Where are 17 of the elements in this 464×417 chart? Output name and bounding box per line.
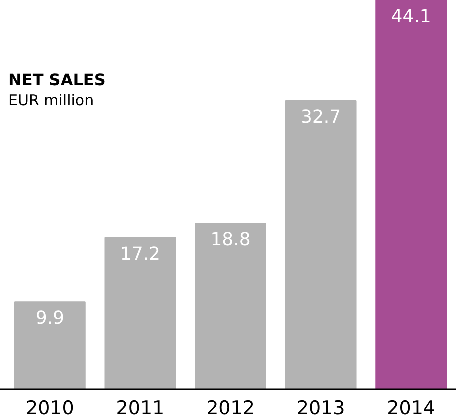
x-tick-label: 2010	[26, 398, 74, 417]
x-tick-label: 2012	[206, 398, 255, 417]
data-label: 9.9	[36, 308, 64, 330]
bar	[104, 237, 176, 390]
data-label: 32.7	[301, 107, 342, 128]
text: EUR million	[8, 92, 94, 110]
text: NET SALES	[8, 70, 106, 90]
bar	[376, 0, 448, 390]
x-tick-label: 2013	[296, 398, 346, 417]
bar	[14, 302, 86, 390]
data-label: 44.1	[391, 6, 432, 28]
bar	[195, 223, 266, 390]
x-tick-label: 2014	[387, 398, 436, 417]
data-label: 17.2	[120, 244, 160, 265]
bar	[285, 100, 357, 390]
x-tick-label: 2011	[116, 398, 165, 417]
data-label: 18.8	[210, 230, 251, 251]
